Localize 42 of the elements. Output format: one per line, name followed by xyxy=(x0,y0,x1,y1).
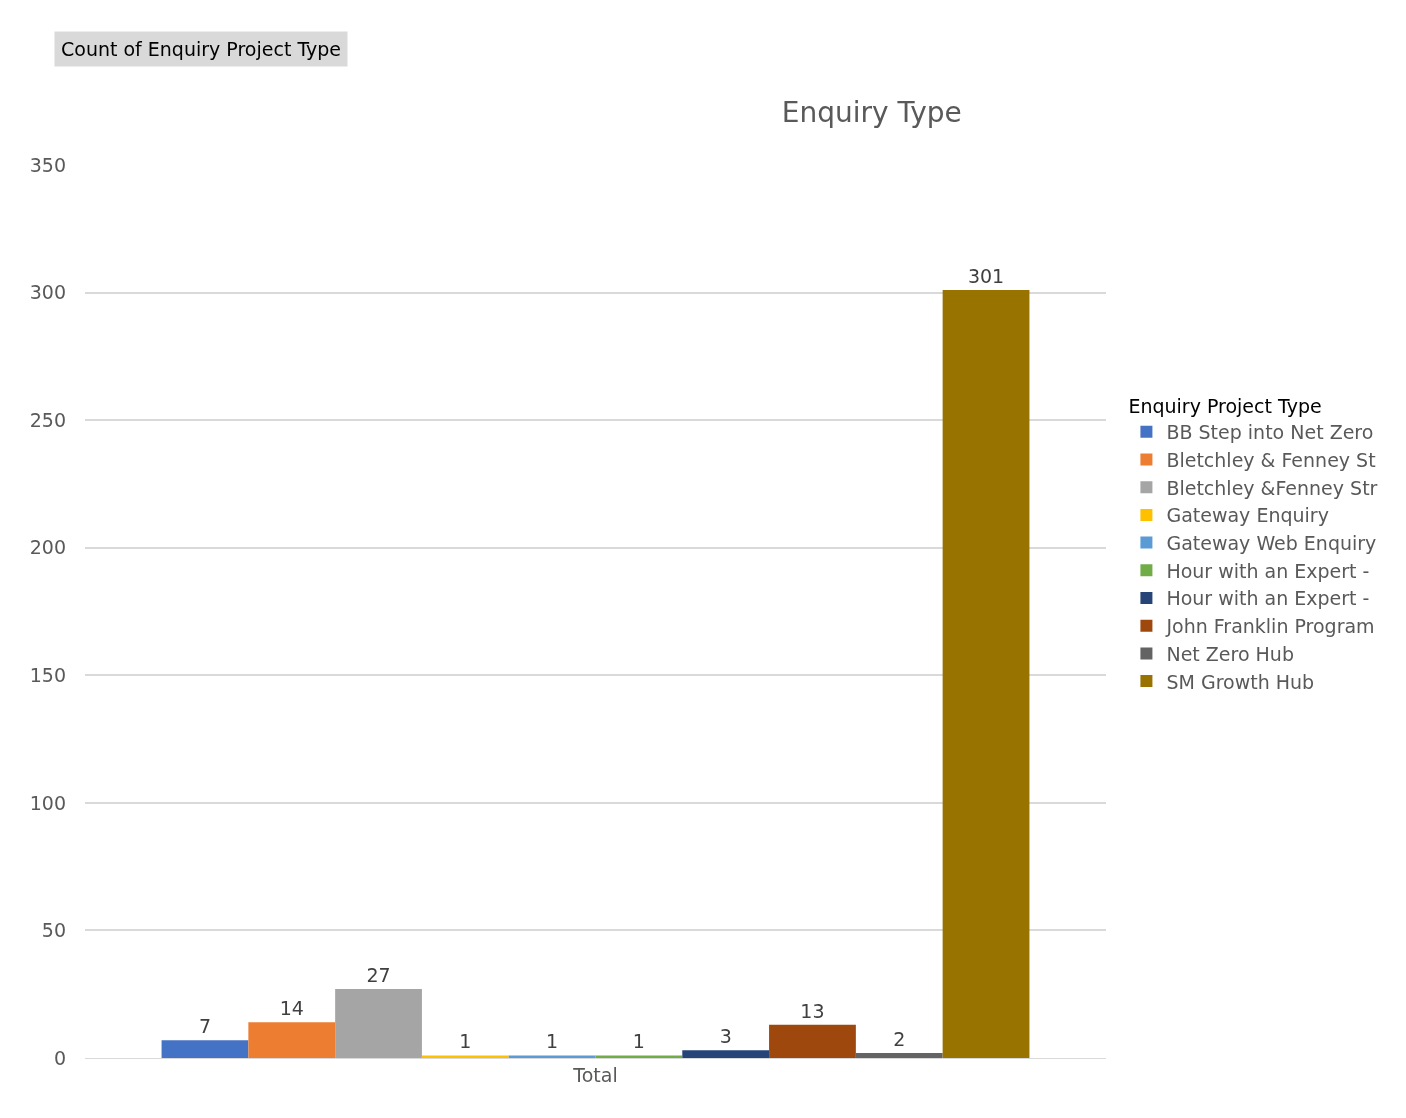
bar xyxy=(421,1055,509,1058)
data-label: 1 xyxy=(632,1030,645,1053)
bar xyxy=(508,1055,596,1058)
y-tick-label: 150 xyxy=(29,663,66,686)
y-tick-label: 200 xyxy=(29,536,66,559)
bar xyxy=(769,1024,856,1058)
legend-label: SM Growth Hub xyxy=(1166,670,1315,693)
data-label: 2 xyxy=(893,1027,906,1050)
data-label: 13 xyxy=(800,999,825,1022)
bar xyxy=(855,1052,943,1058)
y-tick-label: 250 xyxy=(29,408,66,431)
bar xyxy=(161,1040,249,1058)
bar xyxy=(942,290,1030,1058)
legend-label: Gateway Web Enquiry xyxy=(1166,532,1377,555)
y-tick-label: 300 xyxy=(29,281,66,304)
legend-label: Hour with an Expert - xyxy=(1166,587,1370,610)
bar xyxy=(248,1022,336,1058)
legend-label: Bletchley & Fenney St xyxy=(1166,448,1376,471)
legend-label: Bletchley &Fenney Str xyxy=(1166,476,1378,499)
y-tick-label: 50 xyxy=(41,919,66,942)
data-label: 301 xyxy=(967,265,1005,288)
legend-label: Net Zero Hub xyxy=(1166,642,1294,665)
legend-label: BB Step into Net Zero xyxy=(1166,421,1374,444)
data-label: 1 xyxy=(546,1030,559,1053)
y-tick-label: 100 xyxy=(29,791,66,814)
data-label: 14 xyxy=(279,997,304,1020)
chart-title: Enquiry Type xyxy=(781,95,962,129)
data-label: 3 xyxy=(719,1025,732,1048)
y-tick-label: 350 xyxy=(29,153,66,176)
bar xyxy=(682,1050,770,1058)
legend-label: John Franklin Program xyxy=(1165,615,1375,638)
legend-label: Hour with an Expert - xyxy=(1166,559,1370,582)
y-tick-label: 0 xyxy=(53,1046,66,1069)
legend-title: Enquiry Project Type xyxy=(1128,394,1322,417)
data-label: 27 xyxy=(366,964,391,987)
legend-label: Gateway Enquiry xyxy=(1166,504,1329,527)
text: Count of Enquiry Project Type xyxy=(61,38,342,60)
data-label: 7 xyxy=(198,1015,212,1038)
x-tick-label: Total xyxy=(572,1063,618,1086)
bar xyxy=(335,989,422,1058)
bar xyxy=(595,1055,683,1058)
data-label: 1 xyxy=(459,1030,472,1053)
